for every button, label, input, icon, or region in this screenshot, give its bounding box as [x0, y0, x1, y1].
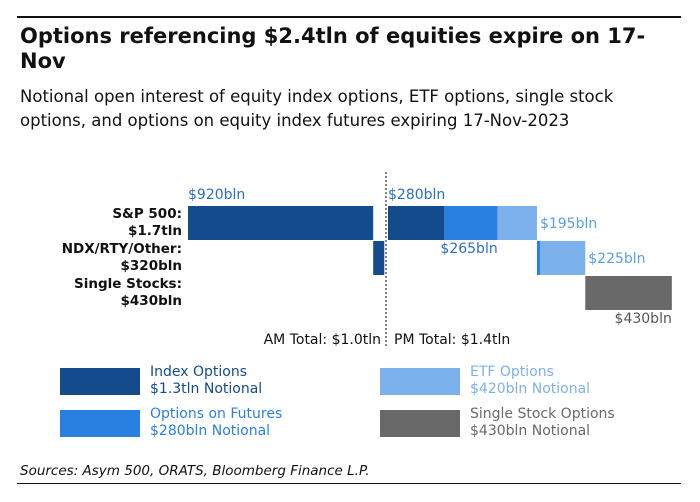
bar-index-options-row0-am	[188, 206, 374, 240]
pm-total-label: PM Total: $1.4tln	[394, 332, 510, 348]
data-label-6: $225bln	[588, 251, 645, 267]
row-label-2-1: $430bln	[121, 293, 182, 309]
legend-label-3: Single Stock Options	[470, 406, 615, 422]
row-label-0-0: S&P 500:	[112, 206, 182, 222]
legend-swatch-options-on-futures	[60, 410, 140, 437]
row-label-2-0: Single Stocks:	[74, 276, 182, 292]
legend-value-0: $1.3tln Notional	[150, 381, 262, 397]
legend-label-2: Options on Futures	[150, 406, 282, 422]
legend-label-1: ETF Options	[470, 364, 554, 380]
bar-etf-options-row1-pm	[539, 241, 586, 275]
sources-note: Sources: Asym 500, ORATS, Bloomberg Fina…	[20, 463, 370, 479]
legend-swatch-single-stock-options	[380, 410, 460, 437]
waterfall-chart: S&P 500:$1.7tln NDX/RTY/Other:$320bln Sing…	[60, 172, 672, 439]
bar-options-on-futures-row1-pm	[536, 241, 540, 275]
am-total-label: AM Total: $1.0tln	[264, 332, 381, 348]
row-label-1-0: NDX/RTY/Other:	[62, 241, 182, 257]
bar-index-options-row1-am	[373, 241, 385, 275]
top-rule	[17, 16, 681, 18]
bottom-rule	[17, 483, 681, 484]
legend-swatch-index-options	[60, 368, 140, 395]
bar-index-options-row0-pm	[388, 206, 445, 240]
data-label-3: $265bln	[440, 241, 497, 257]
data-label-0: $920bln	[188, 187, 245, 203]
data-label-4: $195bln	[540, 216, 597, 232]
legend-swatch-etf-options	[380, 368, 460, 395]
row-label-1-1: $320bln	[121, 258, 182, 274]
row-label-0-1: $1.7tln	[128, 223, 182, 239]
chart-title: Options referencing $2.4tln of equities …	[20, 24, 646, 73]
chart-subtitle: Notional open interest of equity index o…	[20, 87, 614, 130]
legend-label-0: Index Options	[150, 364, 247, 380]
data-label-7: $430bln	[615, 311, 672, 327]
legend-value-3: $430bln Notional	[470, 423, 590, 439]
bar-options-on-futures-row0-pm	[444, 206, 498, 240]
legend-value-1: $420bln Notional	[470, 381, 590, 397]
bar-single-stock-options-row2-pm	[585, 276, 672, 310]
legend-value-2: $280bln Notional	[150, 423, 270, 439]
data-label-2: $280bln	[388, 187, 445, 203]
bar-etf-options-row0-pm	[497, 206, 537, 240]
